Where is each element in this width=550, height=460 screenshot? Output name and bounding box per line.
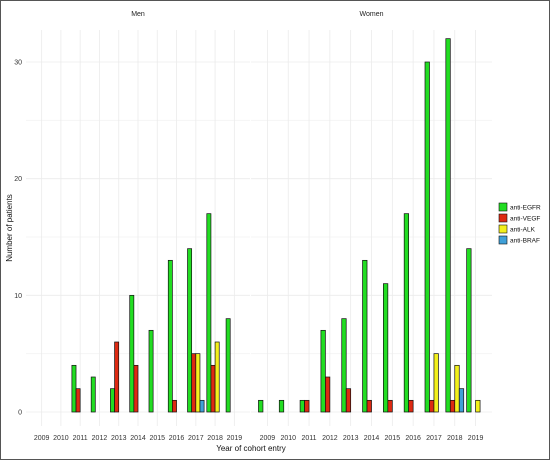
x-tick-label: 2012 — [92, 435, 108, 442]
x-tick-label: 2019 — [468, 435, 484, 442]
panel-title: Men — [131, 11, 145, 18]
legend-label-anti-braf: anti-BRAF — [510, 238, 540, 245]
legend-label-anti-vegf: anti-VEGF — [510, 216, 540, 223]
x-tick-label: 2016 — [169, 435, 185, 442]
x-tick-label: 2011 — [73, 435, 88, 442]
x-axis-title: Year of cohort entry — [216, 444, 286, 453]
bar-women-anti-vegf-2015 — [387, 399, 393, 413]
legend: anti-EGFR anti-VEGF anti-ALK anti-BRAF — [498, 202, 541, 245]
x-tick-label: 2010 — [53, 435, 69, 442]
bar-women-anti-egfr-2010 — [278, 399, 285, 413]
bar-women-anti-vegf-2016 — [408, 399, 414, 413]
bar-women-anti-vegf-2012 — [325, 376, 331, 413]
x-tick-label: 2017 — [426, 435, 442, 442]
x-tick-label: 2015 — [385, 435, 401, 442]
bar-men-anti-braf-2017 — [199, 399, 205, 413]
bar-women-anti-egfr-2014 — [362, 259, 368, 413]
bar-women-anti-vegf-2013 — [345, 388, 352, 413]
bar-men-anti-egfr-2017 — [187, 248, 193, 413]
bar-men-anti-vegf-2018 — [210, 364, 216, 413]
bar-women-anti-alk-2017 — [433, 353, 439, 413]
bar-women-anti-egfr-2018 — [445, 38, 451, 413]
x-tick-label: 2009 — [260, 435, 276, 442]
bar-women-anti-egfr-2012 — [320, 329, 326, 413]
y-tick-label: 10 — [14, 293, 22, 300]
x-tick-label: 2014 — [364, 435, 380, 442]
x-tick-label: 2012 — [322, 435, 338, 442]
bar-women-anti-vegf-2018 — [449, 399, 456, 413]
panel-title: Women — [360, 11, 384, 18]
legend-label-anti-egfr: anti-EGFR — [510, 205, 541, 212]
bar-men-anti-egfr-2019 — [225, 318, 231, 413]
bar-women-anti-egfr-2016 — [403, 213, 410, 413]
panel-women: Women 2009 2010 2011 2012 2013 2014 2015 2016 201… — [251, 11, 492, 442]
bar-men-anti-egfr-2015 — [148, 329, 154, 413]
legend-key-anti-braf — [498, 235, 508, 245]
legend-key-anti-vegf — [498, 213, 508, 223]
bar-women-anti-alk-2019 — [475, 399, 481, 413]
y-tick-label: 30 — [14, 60, 22, 67]
bar-men-anti-vegf-2016 — [172, 399, 177, 413]
x-tick-label: 2018 — [207, 435, 223, 442]
bar-men-anti-vegf-2013 — [114, 341, 120, 413]
bar-women-anti-braf-2018 — [458, 388, 465, 413]
bar-women-anti-egfr-2011 — [299, 399, 305, 413]
bar-women-anti-egfr-2015 — [383, 283, 389, 413]
bar-women-anti-egfr-2019 — [466, 248, 472, 413]
bar-men-anti-egfr-2016 — [167, 259, 173, 413]
y-tick-label: 0 — [18, 410, 22, 417]
x-tick-label: 2013 — [111, 435, 127, 442]
x-tick-label: 2013 — [343, 435, 359, 442]
bar-men-anti-egfr-2011 — [71, 364, 77, 413]
bar-men-anti-vegf-2014 — [133, 364, 139, 413]
x-tick-label: 2009 — [34, 435, 50, 442]
bar-men-anti-egfr-2018 — [206, 213, 212, 413]
y-axis-title: Number of patients — [5, 194, 14, 262]
x-tick-label: 2018 — [447, 435, 463, 442]
bar-women-anti-vegf-2017 — [429, 399, 435, 413]
x-tick-label: 2015 — [149, 435, 165, 442]
bar-women-anti-alk-2018 — [454, 364, 460, 413]
bar-men-anti-vegf-2011 — [75, 388, 81, 413]
bar-men-anti-alk-2018 — [214, 341, 220, 413]
x-tick-label: 2014 — [130, 435, 146, 442]
bar-women-anti-vegf-2014 — [366, 399, 372, 413]
legend-label-anti-alk: anti-ALK — [510, 227, 536, 234]
x-tick-label: 2010 — [280, 435, 296, 442]
bar-men-anti-egfr-2012 — [90, 376, 96, 413]
x-tick-label: 2011 — [302, 435, 317, 442]
x-tick-label: 2019 — [227, 435, 243, 442]
bar-men-anti-egfr-2013 — [110, 388, 115, 413]
bar-women-anti-egfr-2017 — [424, 61, 430, 413]
bar-men-anti-vegf-2017 — [191, 353, 197, 413]
bar-women-anti-egfr-2013 — [341, 318, 347, 413]
x-tick-label: 2016 — [405, 435, 421, 442]
bar-men-anti-egfr-2014 — [129, 294, 135, 413]
legend-key-anti-alk — [498, 224, 508, 234]
x-tick-label: 2017 — [188, 435, 204, 442]
bar-men-anti-alk-2017 — [195, 353, 201, 413]
bar-women-anti-egfr-2009 — [258, 399, 264, 413]
y-tick-label: 20 — [14, 176, 22, 183]
bar-women-anti-vegf-2011 — [304, 399, 310, 413]
legend-key-anti-egfr — [498, 202, 508, 212]
